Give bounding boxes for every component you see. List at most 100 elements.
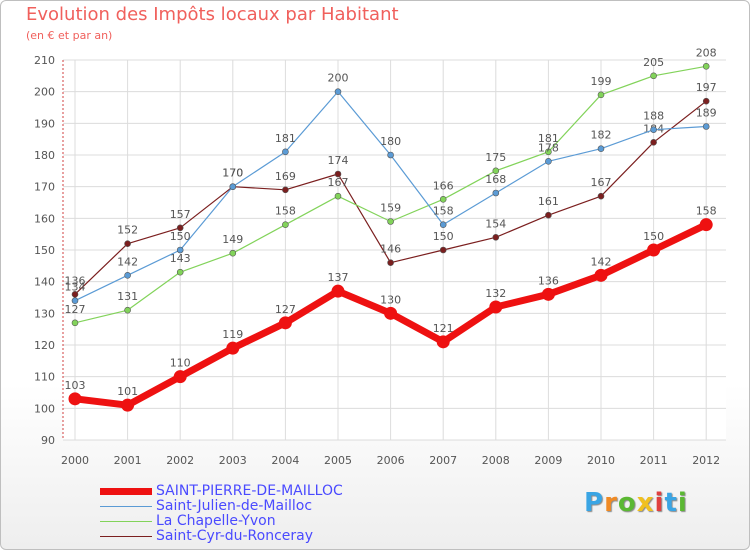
data-label-saint-pierre-de-mailloc: 132: [485, 287, 506, 300]
x-tick-label: 2010: [587, 454, 615, 467]
y-tick-label: 210: [34, 54, 55, 67]
proxiti-logo: Proxiti: [584, 488, 688, 518]
x-tick-label: 2000: [61, 454, 89, 467]
y-tick-label: 170: [34, 181, 55, 194]
y-tick-label: 130: [34, 307, 55, 320]
data-point-saint-cyr-du-ronceray: [124, 240, 131, 247]
data-point-saint-pierre-de-mailloc: [278, 316, 292, 330]
data-point-saint-pierre-de-mailloc: [226, 341, 240, 355]
data-label-la-chapelle-yvon: 158: [275, 205, 296, 218]
data-point-saint-julien-de-mailloc: [650, 126, 657, 133]
data-label-saint-pierre-de-mailloc: 142: [591, 255, 612, 268]
data-point-la-chapelle-yvon: [597, 91, 605, 99]
data-label-saint-pierre-de-mailloc: 130: [380, 293, 401, 306]
legend-swatch-saint-julien: [100, 506, 152, 507]
data-point-saint-julien-de-mailloc: [229, 183, 237, 190]
data-point-la-chapelle-yvon: [387, 218, 394, 225]
data-label-saint-julien-de-mailloc: 150: [170, 230, 191, 243]
y-tick-label: 110: [34, 371, 55, 384]
data-label-saint-pierre-de-mailloc: 101: [117, 385, 138, 398]
x-tick-label: 2004: [271, 454, 299, 467]
data-label-la-chapelle-yvon: 181: [538, 132, 559, 145]
data-point-la-chapelle-yvon: [176, 268, 184, 276]
logo-letter: x: [636, 488, 655, 518]
data-point-saint-cyr-du-ronceray: [282, 186, 289, 194]
data-point-saint-pierre-de-mailloc: [384, 306, 398, 320]
x-tick-label: 2002: [166, 454, 194, 467]
data-point-saint-pierre-de-mailloc: [173, 370, 187, 384]
data-label-saint-pierre-de-mailloc: 110: [170, 357, 191, 370]
data-point-saint-julien-de-mailloc: [702, 123, 710, 130]
data-point-saint-cyr-du-ronceray: [71, 291, 79, 298]
data-point-la-chapelle-yvon: [492, 167, 500, 175]
data-label-saint-julien-de-mailloc: 180: [380, 135, 401, 148]
data-point-saint-cyr-du-ronceray: [492, 234, 500, 241]
data-label-saint-julien-de-mailloc: 181: [275, 132, 296, 145]
data-point-saint-cyr-du-ronceray: [176, 224, 184, 232]
data-point-saint-julien-de-mailloc: [387, 151, 394, 159]
y-tick-label: 90: [41, 434, 55, 447]
data-label-saint-cyr-du-ronceray: 150: [433, 230, 454, 243]
data-point-saint-cyr-du-ronceray: [650, 139, 657, 146]
data-label-saint-cyr-du-ronceray: 170: [222, 167, 243, 180]
data-label-la-chapelle-yvon: 208: [696, 46, 717, 59]
x-tick-label: 2003: [219, 454, 247, 467]
data-label-saint-pierre-de-mailloc: 150: [643, 230, 664, 243]
logo-letter: i: [677, 488, 688, 518]
data-point-saint-julien-de-mailloc: [492, 189, 500, 197]
legend-label-saint-cyr: Saint-Cyr-du-Ronceray: [156, 528, 314, 544]
data-label-saint-pierre-de-mailloc: 137: [328, 271, 349, 284]
y-tick-label: 120: [34, 339, 55, 352]
data-label-saint-cyr-du-ronceray: 157: [170, 208, 191, 221]
data-label-saint-julien-de-mailloc: 189: [696, 107, 717, 120]
data-point-saint-pierre-de-mailloc: [699, 218, 713, 232]
logo-letter: r: [604, 488, 618, 518]
data-label-saint-cyr-du-ronceray: 136: [65, 274, 86, 287]
data-point-saint-julien-de-mailloc: [71, 297, 79, 304]
data-label-la-chapelle-yvon: 159: [380, 202, 401, 215]
data-label-la-chapelle-yvon: 199: [591, 75, 612, 88]
data-point-la-chapelle-yvon: [229, 249, 237, 257]
legend-label-saint-julien: Saint-Julien-de-Mailloc: [156, 498, 313, 514]
data-label-saint-pierre-de-mailloc: 136: [538, 274, 559, 287]
data-label-saint-julien-de-mailloc: 168: [485, 173, 506, 186]
data-point-la-chapelle-yvon: [439, 196, 447, 203]
y-tick-label: 190: [34, 117, 55, 130]
data-point-saint-julien-de-mailloc: [124, 272, 131, 279]
data-point-saint-pierre-de-mailloc: [541, 287, 555, 301]
legend-swatch-saint-pierre: [100, 488, 152, 495]
data-label-saint-pierre-de-mailloc: 127: [275, 303, 296, 316]
y-tick-label: 100: [34, 402, 55, 415]
data-point-saint-julien-de-mailloc: [439, 221, 447, 228]
data-point-saint-pierre-de-mailloc: [489, 300, 503, 314]
legend-label-la-chapelle: La Chapelle-Yvon: [156, 513, 276, 529]
data-label-saint-julien-de-mailloc: 182: [591, 129, 612, 142]
y-tick-label: 180: [34, 149, 55, 162]
data-label-saint-cyr-du-ronceray: 152: [117, 224, 138, 237]
x-tick-label: 2006: [377, 454, 405, 467]
y-tick-label: 140: [34, 276, 55, 289]
data-label-saint-pierre-de-mailloc: 121: [433, 322, 454, 335]
x-tick-label: 2012: [692, 454, 720, 467]
data-label-la-chapelle-yvon: 127: [65, 303, 86, 316]
data-point-la-chapelle-yvon: [334, 192, 342, 200]
data-label-la-chapelle-yvon: 149: [222, 233, 243, 246]
data-point-saint-julien-de-mailloc: [282, 148, 289, 156]
y-tick-label: 150: [34, 244, 55, 257]
data-point-saint-cyr-du-ronceray: [439, 246, 447, 254]
data-label-saint-julien-de-mailloc: 188: [643, 110, 664, 123]
x-tick-label: 2009: [534, 454, 562, 467]
data-label-saint-julien-de-mailloc: 134: [65, 281, 86, 294]
legend-swatch-la-chapelle: [100, 521, 152, 522]
data-label-la-chapelle-yvon: 143: [170, 252, 191, 265]
data-point-saint-cyr-du-ronceray: [545, 211, 552, 219]
data-point-saint-pierre-de-mailloc: [121, 398, 135, 412]
data-label-saint-julien-de-mailloc: 170: [222, 167, 243, 180]
data-point-la-chapelle-yvon: [545, 148, 552, 156]
data-point-saint-cyr-du-ronceray: [387, 259, 394, 266]
data-label-saint-cyr-du-ronceray: 146: [380, 243, 401, 256]
legend-swatch-saint-cyr: [100, 536, 152, 537]
x-tick-label: 2005: [324, 454, 352, 467]
legend-label-saint-pierre: SAINT-PIERRE-DE-MAILLOC: [156, 483, 343, 499]
